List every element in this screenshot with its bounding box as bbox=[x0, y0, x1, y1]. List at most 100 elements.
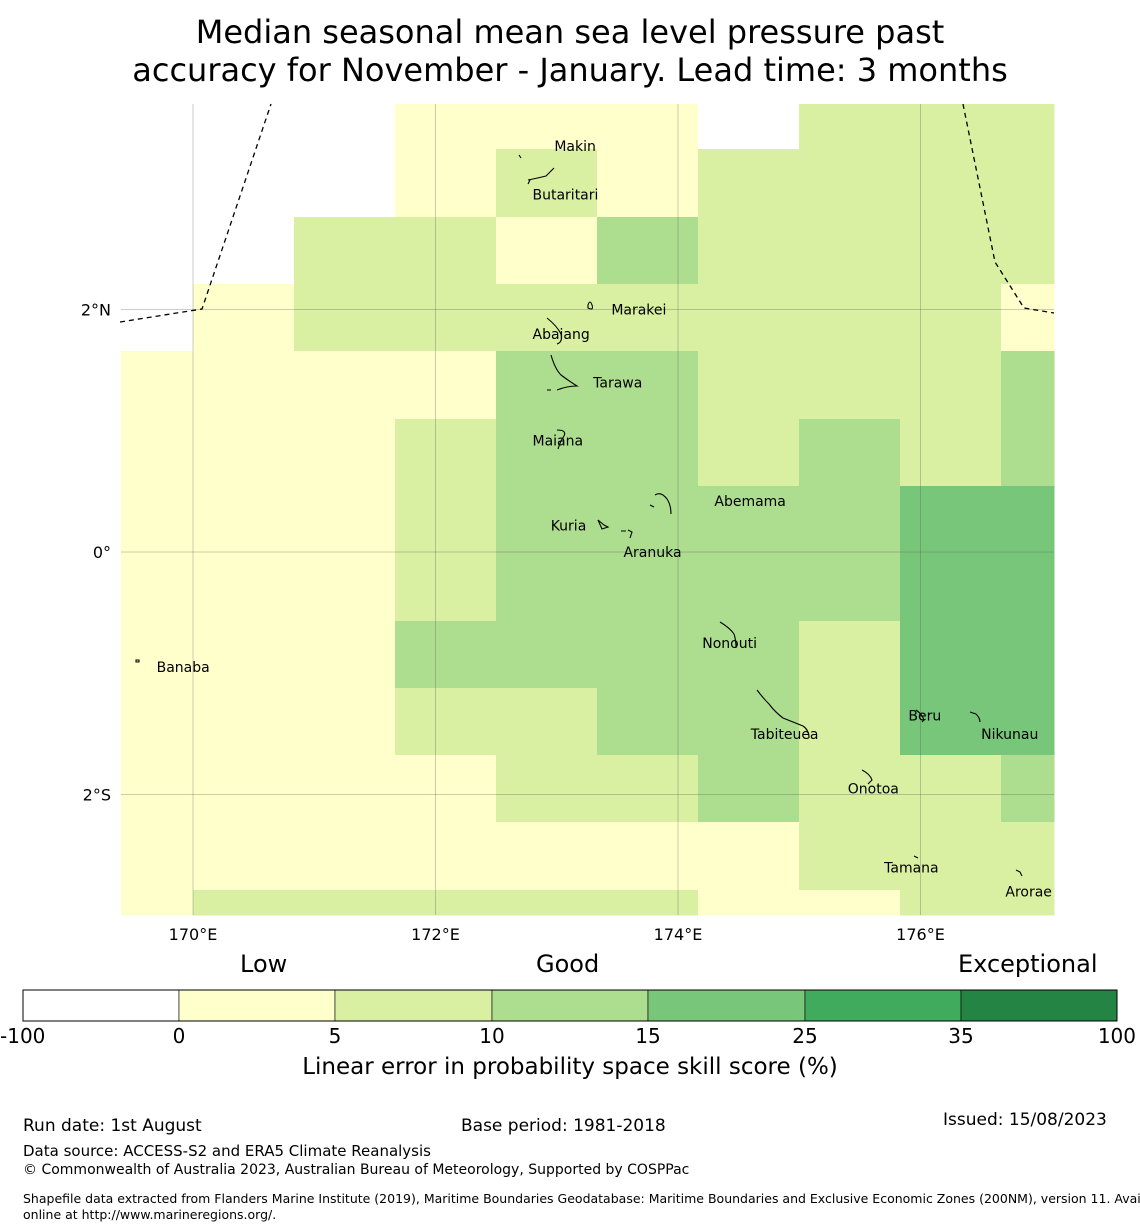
skill-cell bbox=[799, 553, 901, 622]
map-gridlines bbox=[121, 104, 1054, 915]
skill-cell bbox=[597, 149, 699, 218]
place-label-beru: Beru bbox=[908, 709, 941, 725]
latitude-tick-label: 2°S bbox=[83, 786, 111, 805]
place-label-banaba: Banaba bbox=[157, 660, 210, 676]
skill-cell bbox=[294, 419, 396, 487]
run-date: Run date: 1st August bbox=[23, 1116, 202, 1136]
skill-cell bbox=[395, 688, 497, 756]
skill-cell bbox=[395, 621, 497, 689]
place-label-nikunau: Nikunau bbox=[981, 727, 1038, 743]
skill-cell bbox=[900, 284, 1002, 352]
base-period: Base period: 1981-2018 bbox=[461, 1116, 666, 1136]
skill-cell bbox=[900, 104, 1002, 150]
skill-cell bbox=[1001, 284, 1055, 352]
skill-cell bbox=[698, 822, 800, 891]
island-aranuka bbox=[621, 529, 633, 539]
skill-cell bbox=[496, 419, 598, 487]
skill-cell bbox=[698, 351, 800, 420]
skill-cell bbox=[597, 621, 699, 689]
skill-cell bbox=[121, 351, 194, 420]
colorbar-axis-label: Linear error in probability space skill … bbox=[302, 1054, 838, 1080]
colorbar-tick-label: 5 bbox=[328, 1024, 342, 1048]
skill-cell bbox=[294, 822, 396, 891]
skill-cell bbox=[1001, 217, 1055, 285]
skill-cell bbox=[193, 822, 295, 891]
skill-cell bbox=[900, 621, 1002, 689]
shapefile-credit-line-1: Shapefile data extracted from Flanders M… bbox=[23, 1191, 1140, 1206]
colorbar-tick-label: 10 bbox=[479, 1024, 505, 1048]
skill-cell bbox=[799, 419, 901, 487]
skill-cell bbox=[294, 553, 396, 622]
skill-cell bbox=[294, 688, 396, 756]
skill-cell bbox=[799, 486, 901, 554]
skill-cell bbox=[597, 486, 699, 554]
colorbar-swatch bbox=[334, 989, 493, 1022]
shapefile-credit-line-2: online at http://www.marineregions.org/. bbox=[23, 1207, 277, 1222]
skill-cell bbox=[193, 351, 295, 420]
skill-cell bbox=[900, 755, 1002, 823]
skill-cell bbox=[193, 149, 295, 218]
data-source: Data source: ACCESS-S2 and ERA5 Climate … bbox=[23, 1142, 431, 1160]
place-label-abemama: Abemama bbox=[714, 494, 786, 510]
skill-cell bbox=[900, 822, 1002, 891]
skill-cell bbox=[597, 104, 699, 150]
skill-cell bbox=[1001, 149, 1055, 218]
skill-cell bbox=[1001, 890, 1055, 916]
skill-cell bbox=[496, 553, 598, 622]
longitude-tick-label: 176°E bbox=[896, 925, 945, 944]
eez-boundaries bbox=[119, 103, 1055, 323]
map-title-line-2: accuracy for November - January. Lead ti… bbox=[132, 51, 1008, 89]
colorbar-swatches bbox=[22, 989, 1118, 1022]
skill-cell bbox=[698, 217, 800, 285]
island-butaritari bbox=[527, 167, 555, 185]
skill-cell bbox=[121, 553, 194, 622]
skill-cell bbox=[121, 419, 194, 487]
skill-cell bbox=[698, 621, 800, 689]
colorbar-tick-label: -100 bbox=[0, 1024, 46, 1048]
skill-cell bbox=[395, 486, 497, 554]
skill-cell bbox=[1001, 104, 1055, 150]
skill-cell bbox=[496, 755, 598, 823]
island-maiana bbox=[556, 429, 566, 450]
skill-cell bbox=[1001, 621, 1055, 689]
skill-cell bbox=[799, 755, 901, 823]
skill-cell bbox=[799, 104, 901, 150]
skill-cell bbox=[294, 217, 396, 285]
skill-cell bbox=[496, 621, 598, 689]
skill-cell bbox=[496, 217, 598, 285]
skill-cell bbox=[496, 486, 598, 554]
skill-cell bbox=[900, 149, 1002, 218]
skill-cell bbox=[597, 755, 699, 823]
skill-cell bbox=[597, 688, 699, 756]
island-makin bbox=[518, 154, 522, 159]
colorbar-border bbox=[22, 989, 1118, 1022]
place-label-arorae: Arorae bbox=[1005, 885, 1052, 901]
place-label-maiana: Maiana bbox=[533, 433, 584, 449]
skill-cell bbox=[496, 688, 598, 756]
longitude-tick-label: 170°E bbox=[169, 925, 218, 944]
skill-cell bbox=[799, 621, 901, 689]
skill-cell bbox=[698, 553, 800, 622]
skill-cell bbox=[496, 104, 598, 150]
longitude-tick-label: 174°E bbox=[654, 925, 703, 944]
colorbar-swatch bbox=[178, 989, 336, 1022]
place-label-makin: Makin bbox=[554, 139, 596, 155]
skill-cell bbox=[900, 553, 1002, 622]
latitude-tick-label: 0° bbox=[93, 543, 111, 562]
skill-cell bbox=[496, 890, 598, 916]
skill-cell bbox=[1001, 351, 1055, 420]
place-label-marakei: Marakei bbox=[611, 303, 666, 319]
island-marakei bbox=[587, 301, 594, 310]
skill-score-map: Makin Butaritari Marakei Abaiang Tarawa Maian… bbox=[81, 103, 1055, 944]
skill-cell bbox=[597, 419, 699, 487]
skill-cell bbox=[698, 755, 800, 823]
skill-cell bbox=[900, 419, 1002, 487]
skill-cell bbox=[193, 688, 295, 756]
island-nonouti bbox=[719, 621, 737, 649]
skill-cell bbox=[121, 621, 194, 689]
skill-cell bbox=[496, 284, 598, 352]
skill-cell bbox=[395, 755, 497, 823]
skill-cell bbox=[597, 822, 699, 891]
place-label-aranuka: Aranuka bbox=[623, 545, 681, 561]
skill-cell bbox=[294, 149, 396, 218]
